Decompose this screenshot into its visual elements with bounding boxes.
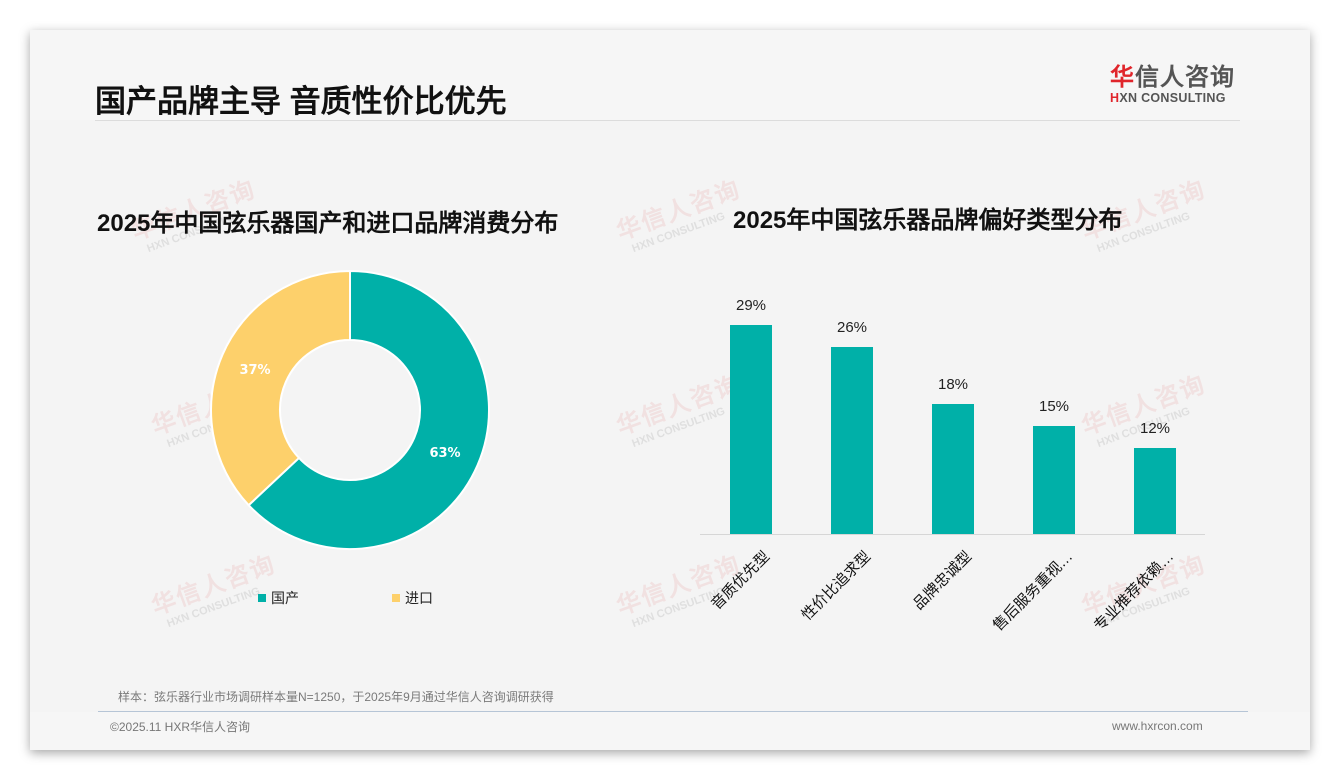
x-axis-label: 性价比追求型: [798, 548, 875, 624]
legend-label: 进口: [405, 590, 433, 606]
legend-swatch-icon: [258, 594, 266, 602]
donut-slice-imported: [210, 269, 351, 507]
bar: [730, 325, 772, 534]
donut-chart: 63% 37%: [210, 269, 490, 550]
legend-item-domestic: 国产: [258, 588, 299, 608]
legend-item-imported: 进口: [392, 588, 433, 608]
x-axis-label: 音质优先型: [708, 548, 774, 614]
legend-label: 国产: [271, 590, 299, 606]
bar: [831, 346, 873, 534]
footer-divider: [98, 711, 1248, 712]
x-axis-label: 专业推荐依赖…: [1090, 548, 1178, 635]
bar: [1134, 447, 1176, 534]
header-band: [30, 30, 1310, 120]
slide: 华信人咨询 HXN CONSULTING 华信人咨询 HXN CONSULTING …: [30, 30, 1310, 750]
donut-slice-domestic: [247, 269, 490, 550]
bar-value-label: 18%: [937, 376, 969, 394]
bar-value-label: 12%: [1139, 419, 1171, 437]
bar-chart-title: 2025年中国弦乐器品牌偏好类型分布: [733, 207, 1123, 234]
page-title: 国产品牌主导 音质性价比优先: [95, 84, 507, 119]
donut-label-imported: 37%: [239, 363, 270, 378]
title-divider: [95, 120, 1240, 121]
bar-value-label: 29%: [735, 297, 767, 315]
x-axis-line: [700, 534, 1205, 535]
footer-band: [30, 712, 1310, 750]
bar: [1033, 426, 1075, 534]
sample-note: 样本：弦乐器行业市场调研样本量N=1250，于2025年9月通过华信人咨询调研获…: [118, 690, 554, 704]
brand-logo: 华信人咨询 HXN CONSULTING: [1110, 64, 1235, 105]
legend-swatch-icon: [392, 594, 400, 602]
bar-value-label: 26%: [836, 318, 868, 336]
website-link[interactable]: www.hxrcon.com: [1112, 719, 1203, 733]
bar: [932, 404, 974, 534]
copyright: ©2025.11 HXR华信人咨询: [110, 720, 250, 734]
bar-value-label: 15%: [1038, 398, 1070, 415]
x-axis-label: 品牌忠诚型: [910, 548, 976, 614]
donut-chart-title: 2025年中国弦乐器国产和进口品牌消费分布: [97, 210, 559, 237]
x-axis-label: 售后服务重视…: [989, 548, 1077, 635]
donut-label-domestic: 63%: [429, 446, 460, 461]
